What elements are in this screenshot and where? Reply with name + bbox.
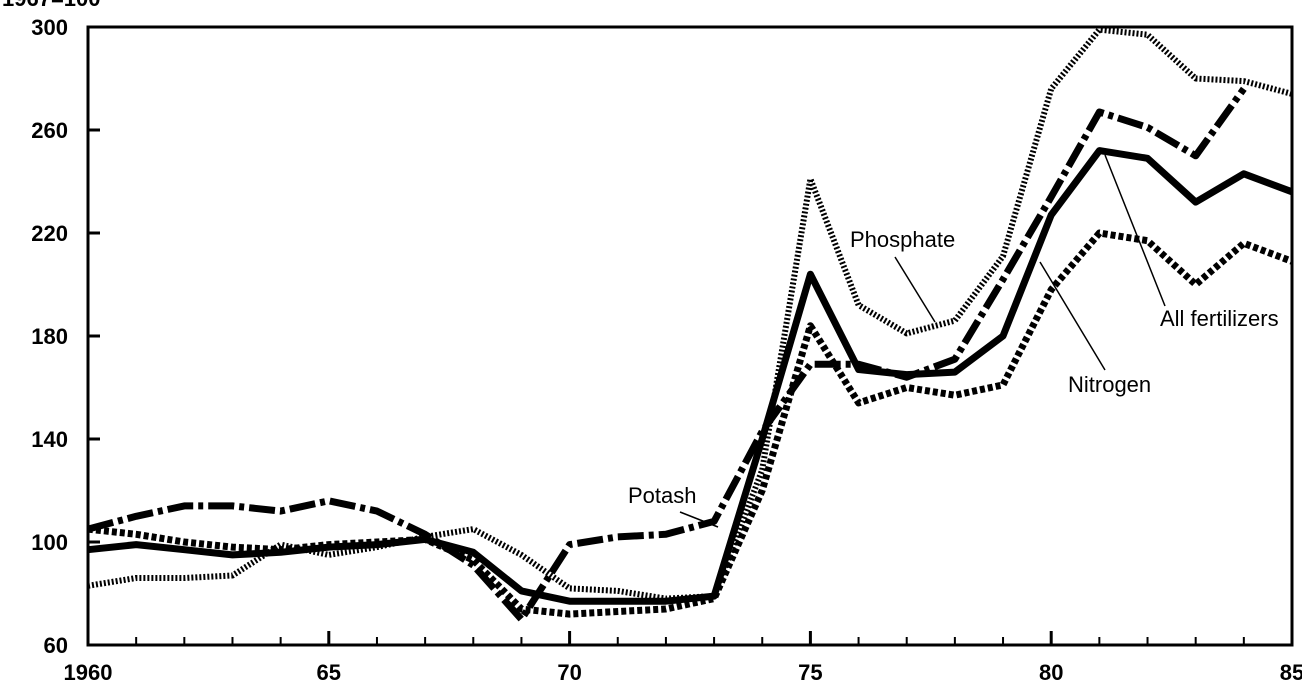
y-tick-label: 180	[31, 324, 68, 349]
x-tick-label: 70	[557, 660, 581, 685]
x-tick-label: 80	[1039, 660, 1063, 685]
series-label: Potash	[628, 483, 697, 508]
x-tick-label: 65	[317, 660, 341, 685]
leader-line	[1039, 261, 1106, 371]
series-line	[87, 86, 1247, 623]
y-tick-label: 300	[31, 15, 68, 40]
y-tick-label: 220	[31, 221, 68, 246]
leader-line	[894, 256, 936, 323]
series-line	[87, 26, 1293, 602]
y-tick-label: 260	[31, 118, 68, 143]
x-tick-label: 1960	[64, 660, 113, 685]
y-axis-label: 1967=100	[2, 0, 101, 11]
x-tick-label: 75	[798, 660, 822, 685]
y-tick-label: 140	[31, 427, 68, 452]
series-label: Nitrogen	[1068, 372, 1151, 397]
y-tick-label: 100	[31, 530, 68, 555]
leader-line	[679, 511, 719, 528]
series-line	[87, 229, 1294, 618]
x-tick-label: 85	[1280, 660, 1302, 685]
series-label: All fertilizers	[1160, 306, 1279, 331]
leader-line	[1104, 154, 1166, 307]
y-tick-label: 60	[44, 633, 68, 658]
series-label: Phosphate	[850, 227, 955, 252]
